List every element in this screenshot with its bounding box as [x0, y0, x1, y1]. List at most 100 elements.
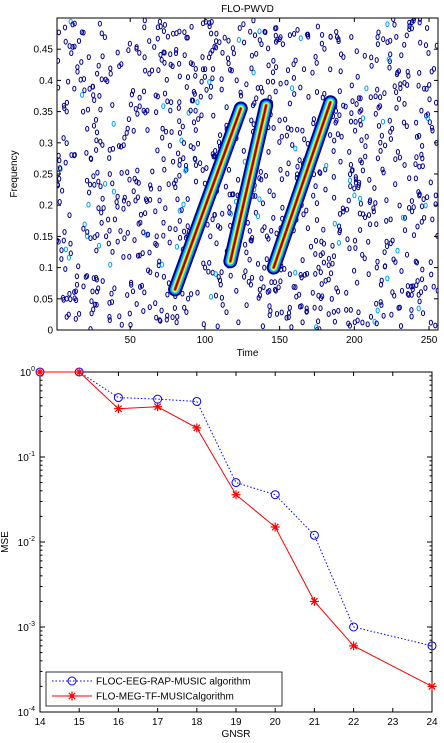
noise-speckle — [420, 310, 426, 317]
noise-speckle — [193, 72, 198, 79]
noise-speckle — [311, 116, 316, 122]
noise-speckle — [328, 33, 333, 40]
marker — [35, 367, 45, 377]
noise-speckle — [173, 177, 178, 184]
noise-speckle — [379, 132, 384, 139]
noise-speckle — [386, 56, 391, 63]
noise-speckle — [260, 323, 265, 330]
noise-speckle — [338, 158, 343, 165]
noise-speckle — [358, 227, 363, 233]
noise-speckle — [353, 176, 358, 183]
noise-speckle — [371, 208, 376, 215]
noise-speckle — [67, 290, 72, 297]
noise-speckle — [186, 295, 191, 302]
noise-speckle — [259, 275, 264, 282]
noise-speckle — [251, 18, 256, 24]
legend-box — [45, 671, 283, 707]
noise-speckle — [100, 278, 105, 284]
noise-speckle — [346, 197, 351, 204]
noise-speckle — [369, 54, 374, 61]
noise-speckle — [300, 319, 305, 326]
noise-speckle — [279, 309, 284, 316]
noise-speckle — [299, 274, 304, 281]
noise-speckle — [146, 267, 151, 274]
noise-speckle — [366, 212, 372, 218]
x-tick-label: 200 — [346, 335, 363, 346]
noise-speckle — [425, 194, 430, 201]
x-tick-label: 20 — [270, 717, 282, 728]
noise-speckle — [157, 258, 162, 265]
noise-speckle — [95, 70, 100, 77]
noise-speckle — [57, 199, 62, 205]
noise-speckle — [355, 73, 360, 80]
noise-speckle — [218, 281, 223, 288]
noise-speckle — [360, 167, 365, 174]
noise-speckle — [111, 188, 117, 195]
x-tick-label: 19 — [230, 717, 242, 728]
noise-speckle — [399, 52, 404, 59]
noise-speckle — [96, 205, 101, 212]
noise-speckle — [371, 205, 376, 212]
noise-speckle — [142, 54, 147, 61]
noise-speckle — [292, 91, 297, 97]
noise-speckle — [156, 67, 161, 74]
noise-speckle — [139, 282, 144, 289]
noise-speckle — [394, 105, 399, 111]
noise-speckle — [200, 54, 205, 60]
noise-speckle — [68, 250, 73, 257]
noise-speckle — [428, 179, 433, 186]
noise-speckle — [305, 31, 310, 38]
noise-speckle — [377, 103, 383, 109]
noise-speckle — [165, 33, 170, 40]
noise-speckle — [389, 311, 394, 318]
noise-speckle — [399, 268, 404, 274]
noise-speckle — [375, 155, 380, 162]
noise-speckle — [152, 44, 157, 50]
noise-speckle — [110, 145, 116, 152]
noise-speckle — [287, 271, 292, 278]
noise-speckle — [77, 311, 82, 317]
noise-speckle — [253, 209, 258, 216]
noise-speckle — [181, 155, 186, 162]
noise-speckle — [143, 196, 149, 203]
noise-speckle — [423, 202, 428, 209]
noise-speckle — [396, 305, 401, 311]
noise-speckle — [290, 142, 295, 148]
noise-speckle — [339, 133, 344, 140]
noise-speckle — [418, 39, 423, 46]
noise-speckle — [348, 183, 353, 190]
noise-speckle — [97, 93, 102, 99]
noise-speckle — [352, 185, 357, 192]
noise-speckle — [127, 310, 132, 317]
noise-speckle — [191, 88, 196, 95]
noise-speckle — [135, 252, 141, 259]
noise-speckle — [73, 316, 78, 322]
noise-speckle — [318, 170, 323, 176]
noise-speckle — [349, 82, 354, 89]
noise-speckle — [422, 85, 427, 92]
noise-speckle — [366, 238, 371, 245]
noise-speckle — [210, 75, 215, 82]
noise-speckle — [126, 47, 131, 54]
noise-speckle — [304, 308, 309, 315]
noise-speckle — [393, 181, 398, 188]
noise-speckle — [328, 132, 333, 138]
noise-speckle — [226, 166, 232, 173]
noise-speckle — [336, 307, 341, 314]
noise-speckle — [97, 242, 102, 249]
noise-speckle — [418, 289, 424, 296]
noise-speckle — [242, 39, 247, 46]
noise-speckle — [249, 274, 255, 281]
noise-speckle — [271, 57, 276, 64]
noise-speckle — [364, 85, 369, 92]
noise-speckle — [415, 278, 420, 284]
noise-speckle — [234, 77, 239, 84]
noise-speckle — [243, 268, 248, 275]
noise-speckle — [61, 237, 66, 244]
noise-speckle — [338, 68, 343, 75]
noise-speckle — [409, 307, 414, 313]
noise-speckle — [147, 304, 152, 311]
noise-speckle — [367, 221, 373, 228]
noise-speckle — [311, 192, 316, 199]
noise-speckle — [125, 169, 130, 176]
